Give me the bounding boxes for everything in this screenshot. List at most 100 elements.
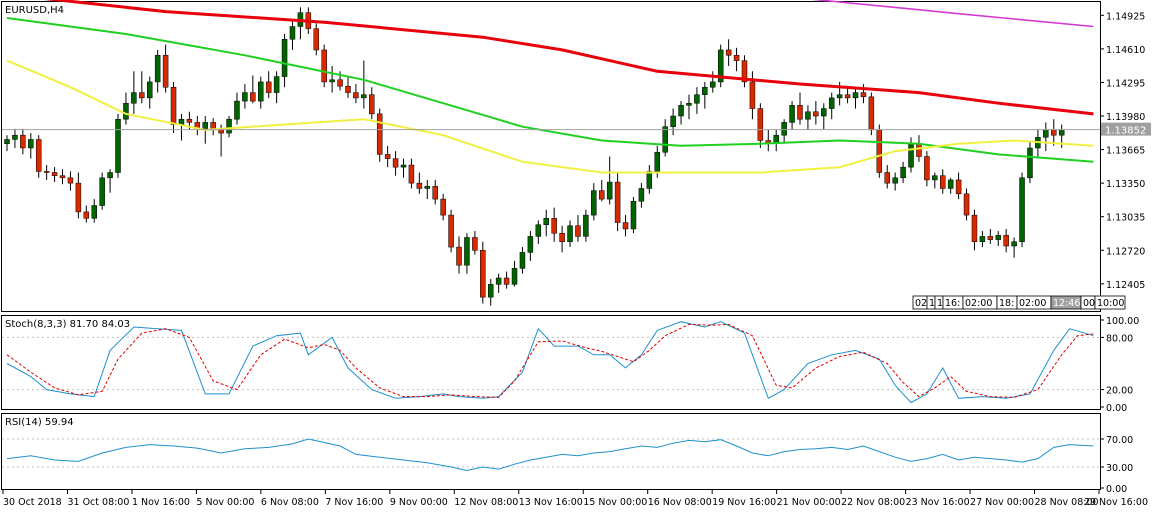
candle-body-119 <box>947 179 954 189</box>
time-tick-label-0: 30 Oct 2018 <box>3 497 62 508</box>
candle-116 <box>924 151 930 187</box>
candle-body-27 <box>218 129 224 134</box>
candle-123 <box>979 231 986 248</box>
candle-body-6 <box>51 172 58 176</box>
candle-body-48 <box>384 154 391 159</box>
candle-body-126 <box>1003 235 1009 247</box>
candle-31 <box>250 75 256 104</box>
candle-113 <box>900 161 906 184</box>
stochastic-panel-frame <box>1 315 1101 410</box>
candle-body-79 <box>630 201 637 230</box>
candle-body-131 <box>1043 129 1049 138</box>
candle-90 <box>717 44 724 88</box>
candle-body-28 <box>226 118 232 134</box>
candle-96 <box>765 129 772 152</box>
candle-1 <box>12 128 18 148</box>
time-badge-text-4: 02:00 <box>965 298 992 309</box>
candle-6 <box>51 167 58 183</box>
candle-body-11 <box>91 205 97 219</box>
candle-2 <box>20 128 26 155</box>
candle-12 <box>99 172 105 210</box>
candle-body-49 <box>392 158 399 168</box>
candle-124 <box>987 228 994 244</box>
candle-72 <box>575 215 581 242</box>
candle-body-61 <box>487 284 494 298</box>
candle-body-50 <box>400 164 407 168</box>
candle-body-93 <box>741 60 748 83</box>
current-price-tag: 1.13852 <box>1101 122 1151 137</box>
candle-17 <box>139 71 145 104</box>
time-tick-label-3: 5 Nov 00:00 <box>196 497 254 508</box>
stochastic-panel[interactable]: 100.00 80.00 20.00 0.00 Stoch(8,3,3) 81.70 … <box>1 315 1140 415</box>
candle-14 <box>115 113 121 178</box>
candle-body-32 <box>258 81 264 102</box>
candle-64 <box>511 260 518 287</box>
candle-39 <box>313 23 320 56</box>
candle-body-68 <box>543 218 549 225</box>
candle-18 <box>146 76 153 109</box>
candle-93 <box>741 55 748 88</box>
candle-56 <box>448 209 454 253</box>
time-tick-label-10: 16 Nov 08:00 <box>648 497 712 508</box>
candle-81 <box>646 165 653 194</box>
price-axis: 1.14925 1.14610 1.14295 1.13980 1.13665 1.133… <box>1100 11 1145 291</box>
stoch-tick-label-0: 100.00 <box>1106 316 1139 327</box>
candle-78 <box>622 215 629 237</box>
rsi-panel-frame <box>1 413 1101 490</box>
candle-5 <box>43 165 50 180</box>
candle-body-109 <box>868 96 875 131</box>
candle-76 <box>606 156 613 205</box>
time-tick-label-12: 21 Nov 00:00 <box>777 497 841 508</box>
candle-body-52 <box>416 182 423 189</box>
candle-24 <box>194 116 201 136</box>
candle-84 <box>670 108 676 136</box>
candle-body-55 <box>440 198 446 216</box>
stoch-main-line <box>6 321 1094 404</box>
candle-22 <box>178 113 185 141</box>
candle-body-57 <box>456 246 462 266</box>
candle-19 <box>154 49 161 93</box>
candle-51 <box>408 158 415 189</box>
time-badge-text-9: 10:00 <box>1097 298 1124 309</box>
candle-body-63 <box>503 277 510 285</box>
candle-125 <box>995 231 1001 247</box>
time-tick-label-11: 19 Nov 16:00 <box>712 497 776 508</box>
candle-body-39 <box>313 28 320 51</box>
stoch-tick-label-3: 0.00 <box>1106 403 1127 414</box>
time-badge-text-8: 00 <box>1083 298 1095 309</box>
candle-body-34 <box>273 76 280 93</box>
candle-8 <box>67 171 74 191</box>
symbol-label: EURUSD,H4 <box>5 5 64 16</box>
candle-87 <box>694 87 700 114</box>
candle-body-51 <box>408 164 415 184</box>
time-badge-text-7: 12:46 <box>1053 298 1080 309</box>
candle-body-121 <box>963 193 970 216</box>
price-panel[interactable]: 1.14925 1.14610 1.14295 1.13980 1.13665 1.133… <box>1 0 1152 312</box>
candle-body-5 <box>43 171 50 173</box>
candle-122 <box>971 209 978 251</box>
candle-44 <box>353 84 359 104</box>
price-tick-label-4: 1.13665 <box>1106 146 1145 157</box>
candle-body-0 <box>4 139 10 144</box>
candle-107 <box>852 87 859 109</box>
time-badge-text-3: 16: <box>945 298 960 309</box>
candle-102 <box>813 101 819 125</box>
time-tick-label-2: 1 Nov 16:00 <box>132 497 190 508</box>
rsi-panel[interactable]: 70.00 30.00 0.00 RSI(14) 59.94 <box>1 413 1134 496</box>
candle-35 <box>281 33 288 88</box>
candle-body-107 <box>852 92 859 99</box>
candle-68 <box>543 209 549 237</box>
candle-body-70 <box>559 232 565 242</box>
candle-body-123 <box>979 236 986 242</box>
candle-body-82 <box>654 151 661 172</box>
rsi-tick-label-2: 0.00 <box>1106 484 1127 495</box>
time-tick-label-16: 28 Nov 08:00 <box>1035 497 1099 508</box>
candle-body-8 <box>67 177 74 184</box>
candle-body-116 <box>924 156 930 181</box>
candle-11 <box>91 199 97 223</box>
candle-body-23 <box>186 118 193 123</box>
rsi-tick-label-1: 30.00 <box>1106 463 1133 474</box>
candle-36 <box>289 20 296 50</box>
candle-62 <box>495 273 502 293</box>
